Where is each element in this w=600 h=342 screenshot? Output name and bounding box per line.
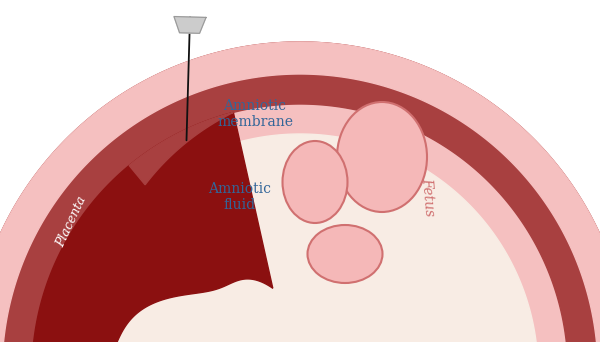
Polygon shape (32, 113, 273, 342)
Text: Amniotic
membrane: Amniotic membrane (217, 99, 293, 129)
Ellipse shape (308, 225, 383, 283)
Polygon shape (0, 42, 600, 342)
Polygon shape (174, 16, 206, 33)
Text: Fetus: Fetus (419, 177, 437, 217)
Polygon shape (129, 113, 233, 185)
Polygon shape (0, 42, 600, 342)
Ellipse shape (337, 102, 427, 212)
Text: Amniotic
fluid: Amniotic fluid (209, 182, 271, 212)
Polygon shape (62, 134, 538, 342)
Polygon shape (0, 42, 600, 342)
Text: Placenta: Placenta (55, 195, 89, 250)
Ellipse shape (283, 141, 347, 223)
